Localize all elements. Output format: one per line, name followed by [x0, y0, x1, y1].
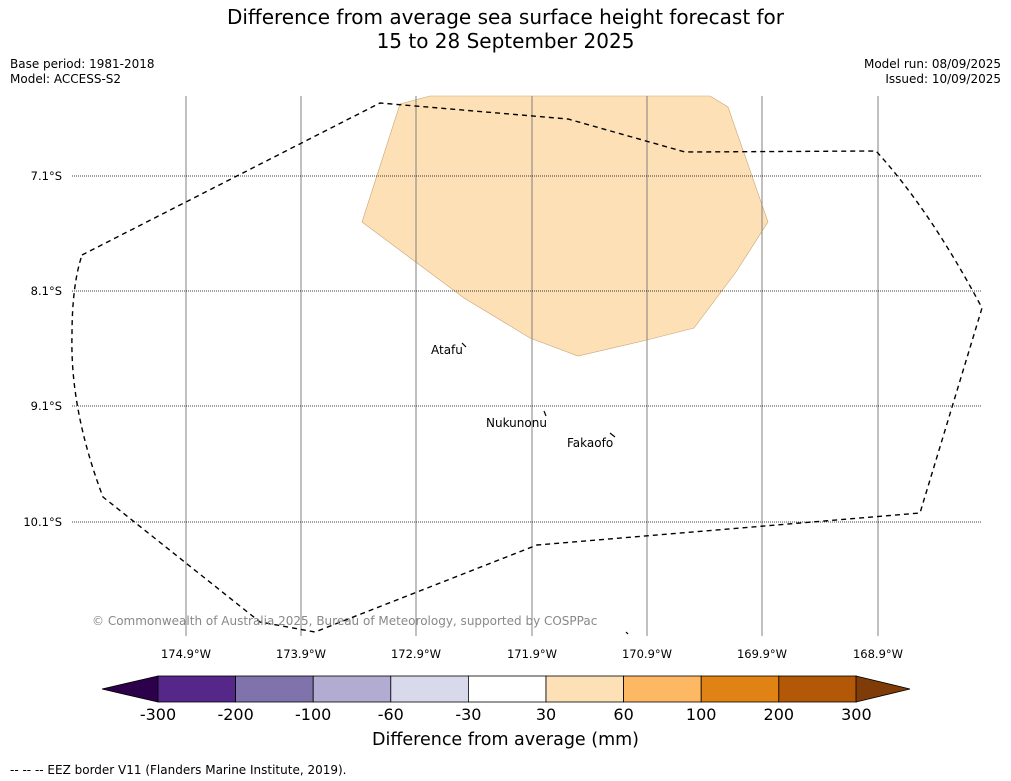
colorbar-tick-1: -300 — [139, 705, 177, 724]
colorbar-tick-3: -100 — [295, 705, 332, 724]
meta-left: Base period: 1981-2018 Model: ACCESS-S2 — [10, 57, 155, 87]
colorbar-tick-8: 100 — [685, 705, 717, 724]
colorbar-tick-5: -30 — [455, 705, 482, 724]
colorbar-tick-7: 60 — [613, 705, 634, 724]
place-atafu: Atafu — [431, 343, 463, 357]
model-name: Model: ACCESS-S2 — [10, 72, 122, 86]
colorbar-bin-1 — [157, 675, 236, 703]
colorbar-bin-9 — [778, 675, 857, 703]
title-line-2: 15 to 28 September 2025 — [376, 29, 635, 53]
colorbar-tick-6: 30 — [535, 705, 557, 724]
colorbar-tick-10: 300 — [841, 705, 872, 724]
colorbar-bin-3 — [312, 675, 392, 703]
lat-label-3: 9.1°S — [30, 399, 62, 413]
colorbar-bin-7 — [623, 675, 702, 703]
fakaofo-island-shape — [609, 432, 616, 438]
model-run: Model run: 08/09/2025 — [863, 57, 1001, 71]
eez-legend-note: -- -- -- EEZ border V11 (Flanders Marine… — [10, 763, 347, 777]
anomaly-area — [361, 95, 769, 357]
islands — [461, 342, 629, 635]
lat-label-1: 7.1°S — [30, 169, 62, 183]
place-fakaofo: Fakaofo — [567, 436, 614, 450]
colorbar-tick-2: -200 — [217, 705, 254, 724]
nukunonu-island-shape — [543, 410, 547, 417]
lat-label-2: 8.1°S — [30, 284, 62, 298]
lon-label-5: 170.9°W — [621, 647, 673, 661]
small-islet-shape — [625, 631, 629, 635]
lon-label-7: 168.9°W — [852, 647, 904, 661]
colorbar-tick-4: -60 — [377, 705, 404, 724]
colorbar-tick-9: 200 — [763, 705, 795, 724]
lon-label-6: 169.9°W — [736, 647, 788, 661]
title-line-1: Difference from average sea surface heig… — [226, 5, 785, 29]
lon-label-3: 172.9°W — [390, 647, 442, 661]
colorbar-bin-6 — [545, 675, 624, 703]
map-title: Difference from average sea surface heig… — [0, 5, 1011, 53]
latitude-gridlines — [72, 175, 982, 523]
issued-date: Issued: 10/09/2025 — [885, 72, 1001, 86]
colorbar-bin-2 — [235, 675, 314, 703]
colorbar-bin-4 — [390, 675, 469, 703]
eez-border — [71, 102, 983, 633]
colorbar-bin-8 — [700, 675, 780, 703]
base-period: Base period: 1981-2018 — [10, 57, 155, 71]
atafu-island-shape — [461, 342, 467, 348]
copyright-notice: © Commonwealth of Australia 2025, Bureau… — [92, 614, 598, 628]
meta-right: Model run: 08/09/2025 Issued: 10/09/2025 — [864, 57, 1001, 87]
colorbar — [101, 675, 911, 703]
lat-label-4: 10.1°S — [23, 515, 62, 529]
colorbar-extend-min — [101, 675, 159, 703]
place-nukunonu: Nukunonu — [486, 416, 547, 430]
lon-label-1: 174.9°W — [160, 647, 212, 661]
colorbar-extend-max — [855, 675, 911, 703]
colorbar-label: Difference from average (mm) — [371, 730, 640, 750]
longitude-gridlines — [185, 96, 879, 636]
lon-label-4: 171.9°W — [506, 647, 558, 661]
lon-label-2: 173.9°W — [275, 647, 327, 661]
colorbar-bin-5 — [467, 675, 547, 703]
